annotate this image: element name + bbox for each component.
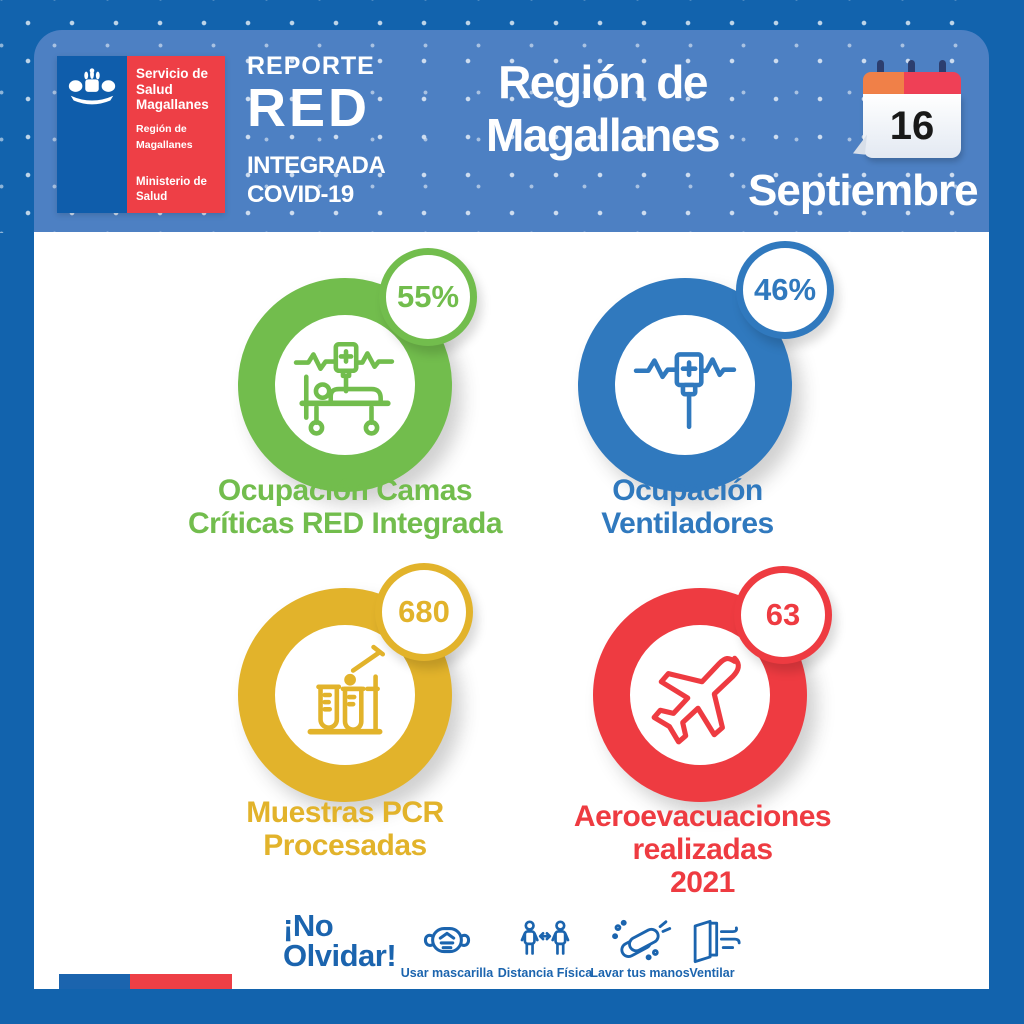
footer-item-lavar-manos: Lavar tus manos	[590, 918, 690, 980]
stat-value-aeroevacuaciones: 63	[734, 566, 832, 664]
chile-coat-of-arms-icon	[65, 65, 119, 213]
footer-label-ventilar: Ventilar	[689, 966, 735, 980]
report-title-block: REPORTE RED INTEGRADA COVID-19	[247, 52, 407, 209]
calendar-day: 16	[863, 94, 961, 158]
stat-value-pcr: 680	[375, 563, 473, 661]
page-title: Región de Magallanes	[430, 56, 775, 162]
footer-label-mascarilla: Usar mascarilla	[400, 966, 494, 980]
logo-ministry-name: Ministerio de Salud	[136, 176, 207, 204]
decorative-bar-red	[130, 974, 232, 989]
footer-item-mascarilla: Usar mascarilla	[397, 918, 497, 980]
hospital-bed-icon	[292, 332, 398, 438]
face-mask-icon	[414, 918, 480, 964]
logo-red-column: Servicio de Salud Magallanes Región de M…	[127, 56, 225, 213]
calendar-page-curl	[852, 133, 868, 155]
ventilate-icon	[682, 918, 742, 964]
stat-label-pcr: Muestras PCR Procesadas	[246, 796, 444, 862]
stat-label-camas: Ocupación Camas Críticas RED Integrada	[187, 474, 503, 540]
report-line-reporte: REPORTE	[247, 52, 375, 80]
pcr-samples-icon	[292, 642, 398, 748]
page-title-line1: Región de	[498, 56, 708, 108]
health-service-logo: Servicio de Salud Magallanes Región de M…	[57, 56, 225, 213]
logo-region-name: Región de Magallanes	[136, 122, 193, 151]
calendar-month: Septiembre	[748, 166, 979, 215]
footer-label-lavar-manos: Lavar tus manos	[590, 966, 690, 980]
hand-washing-icon	[608, 918, 672, 964]
logo-blue-column	[57, 56, 127, 213]
calendar-pins	[863, 60, 961, 78]
report-line-covid: COVID-19	[247, 181, 354, 208]
airplane-icon	[647, 642, 753, 748]
stat-value-ventiladores: 46%	[736, 241, 834, 339]
footer-label-distancia: Distancia Física	[497, 966, 593, 980]
footer-item-ventilar: Ventilar	[672, 918, 752, 980]
footer-item-distancia: Distancia Física	[495, 918, 595, 980]
page-title-line2: Magallanes	[486, 109, 721, 161]
ventilator-icon	[632, 332, 738, 438]
logo-org-name: Servicio de Salud Magallanes	[136, 66, 209, 113]
stat-label-ventiladores: Ocupación Ventiladores	[601, 474, 774, 540]
calendar-header	[863, 72, 961, 94]
calendar-icon: 16	[852, 60, 961, 158]
stat-value-camas: 55%	[379, 248, 477, 346]
physical-distance-icon	[513, 918, 577, 964]
stat-label-aeroevacuaciones: Aeroevacuaciones realizadas 2021	[573, 800, 832, 899]
report-line-red: RED	[247, 78, 371, 138]
report-line-integrada: INTEGRADA	[247, 152, 386, 179]
decorative-bar-blue	[59, 974, 130, 989]
reminder-title: ¡No Olvidar!	[283, 908, 397, 973]
